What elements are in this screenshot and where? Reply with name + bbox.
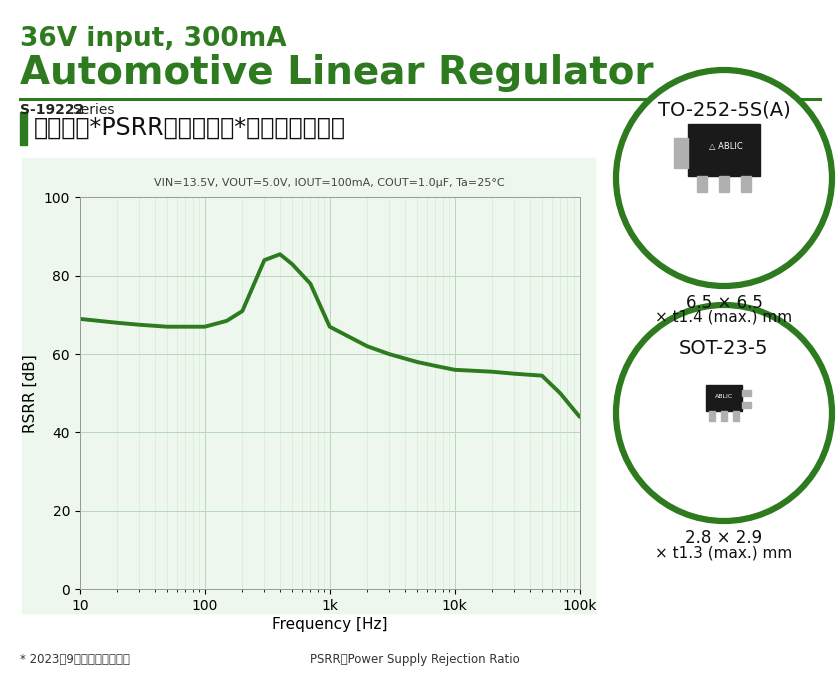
Text: Series: Series xyxy=(72,103,114,117)
Bar xyxy=(674,138,688,168)
Text: 6.5 × 6.5: 6.5 × 6.5 xyxy=(685,294,763,312)
Bar xyxy=(20,112,27,145)
Bar xyxy=(709,411,715,421)
Text: Automotive Linear Regulator: Automotive Linear Regulator xyxy=(20,54,654,92)
Bar xyxy=(719,176,729,192)
X-axis label: Frequency [Hz]: Frequency [Hz] xyxy=(272,617,387,632)
Text: TO-252-5S(A): TO-252-5S(A) xyxy=(658,101,790,119)
Bar xyxy=(733,411,739,421)
Text: ABLIC: ABLIC xyxy=(715,394,733,398)
Text: 業界最高: 業界最高 xyxy=(212,288,262,308)
Bar xyxy=(742,402,751,408)
Ellipse shape xyxy=(148,264,326,422)
Text: 36V input, 300mA: 36V input, 300mA xyxy=(20,26,286,52)
Text: S-19222: S-19222 xyxy=(20,103,84,117)
Text: @1kHz: @1kHz xyxy=(206,379,268,397)
Bar xyxy=(22,158,595,613)
Text: △ ABLIC: △ ABLIC xyxy=(709,142,743,151)
Bar xyxy=(742,390,751,396)
Text: VIN=13.5V, VOUT=5.0V, IOUT=100mA, COUT=1.0μF, Ta=25°C: VIN=13.5V, VOUT=5.0V, IOUT=100mA, COUT=1… xyxy=(155,178,505,188)
Bar xyxy=(706,385,742,411)
Text: 75: 75 xyxy=(215,311,292,365)
Bar xyxy=(721,411,727,421)
Text: SOT-23-5: SOT-23-5 xyxy=(680,338,769,358)
Bar xyxy=(697,176,707,192)
Text: * 2023年9月現在当社調べ。: * 2023年9月現在当社調べ。 xyxy=(20,653,130,666)
Bar xyxy=(688,124,760,176)
Circle shape xyxy=(616,305,832,521)
Text: 業界最高*PSRRと業界最速*過渡応答を両立: 業界最高*PSRRと業界最速*過渡応答を両立 xyxy=(34,116,346,140)
Text: PSRR：Power Supply Rejection Ratio: PSRR：Power Supply Rejection Ratio xyxy=(310,653,520,666)
Text: *: * xyxy=(326,251,333,266)
Text: 2.8 × 2.9: 2.8 × 2.9 xyxy=(685,529,763,547)
Polygon shape xyxy=(282,261,322,288)
Y-axis label: RSRR [dB]: RSRR [dB] xyxy=(24,354,38,432)
Text: × t1.4 (max.) mm: × t1.4 (max.) mm xyxy=(655,310,793,325)
Circle shape xyxy=(616,70,832,286)
Text: × t1.3 (max.) mm: × t1.3 (max.) mm xyxy=(655,545,793,560)
Text: dB: dB xyxy=(269,321,314,349)
Bar xyxy=(741,176,751,192)
